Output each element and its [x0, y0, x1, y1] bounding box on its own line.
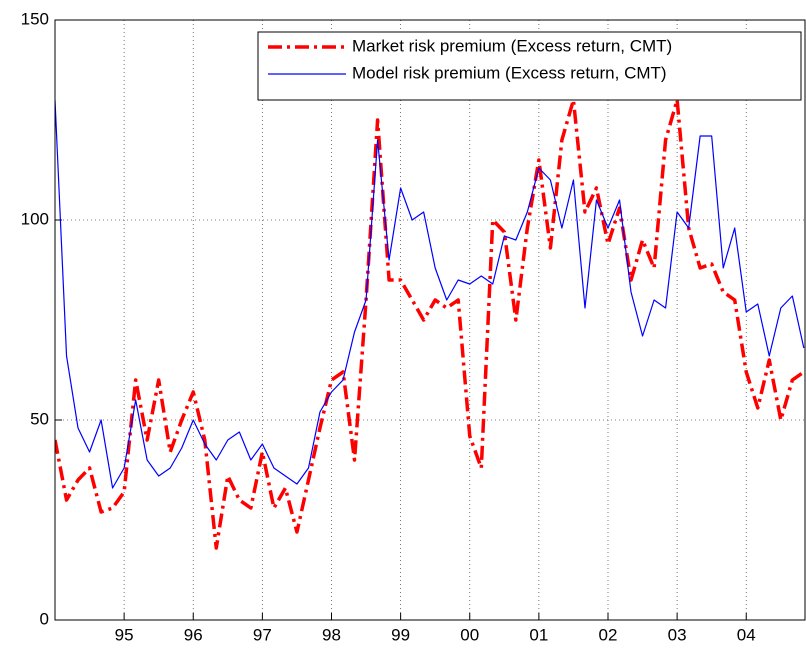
x-tick-label: 02 [599, 625, 618, 644]
x-tick-label: 00 [460, 625, 479, 644]
plot-frame [54, 19, 806, 621]
series-line [55, 99, 805, 489]
x-tick-label: 99 [391, 625, 410, 644]
y-tick-label: 150 [21, 9, 49, 28]
legend-label: Market risk premium (Excess return, CMT) [352, 36, 672, 55]
y-tick-label: 100 [21, 209, 49, 228]
legend-label: Model risk premium (Excess return, CMT) [352, 63, 667, 82]
x-tick-label: 95 [115, 625, 134, 644]
x-tick-label: 03 [668, 625, 687, 644]
y-tick-label: 0 [40, 609, 49, 628]
legend-box [257, 31, 802, 101]
x-tick-label: 97 [253, 625, 272, 644]
x-tick-label: 04 [737, 625, 756, 644]
y-tick-label: 50 [30, 409, 49, 428]
series-line [55, 98, 805, 550]
x-tick-label: 98 [322, 625, 341, 644]
x-tick-label: 96 [184, 625, 203, 644]
x-tick-label: 01 [529, 625, 548, 644]
